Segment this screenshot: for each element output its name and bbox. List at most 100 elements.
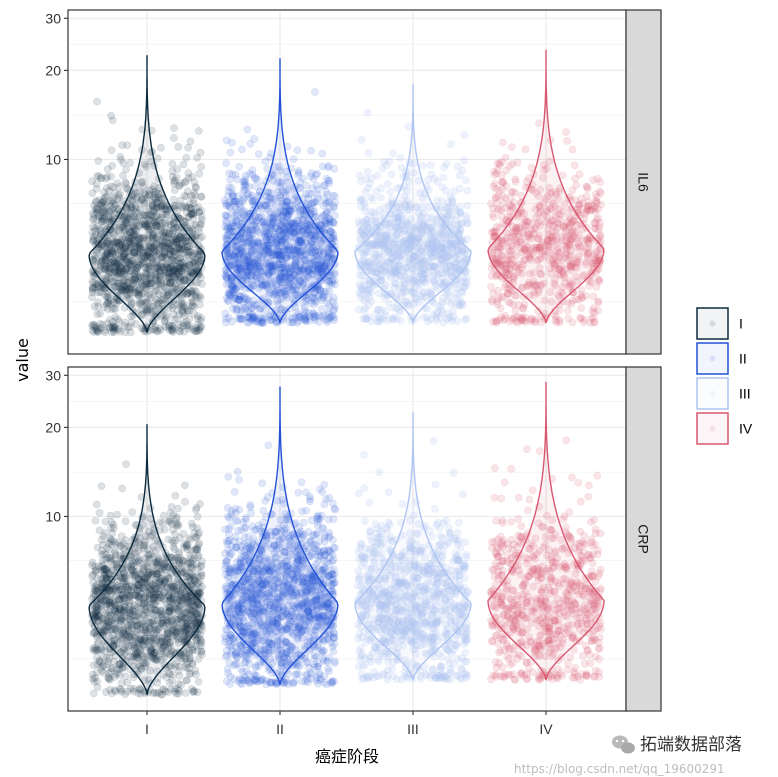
data-point — [122, 165, 130, 174]
data-point — [157, 253, 166, 262]
data-point — [94, 157, 103, 165]
data-point — [92, 325, 100, 334]
data-point — [499, 138, 507, 147]
data-point — [167, 241, 176, 250]
data-point — [168, 167, 177, 175]
data-point — [179, 321, 188, 330]
data-point — [146, 243, 155, 251]
data-point — [91, 224, 99, 232]
data-point — [118, 484, 126, 493]
data-point — [195, 234, 204, 243]
data-point — [256, 313, 265, 322]
data-point — [386, 187, 395, 196]
data-point — [100, 214, 109, 222]
data-point — [120, 250, 129, 259]
data-point — [325, 314, 333, 322]
data-point — [165, 239, 173, 248]
data-point — [127, 318, 136, 327]
data-point — [354, 217, 363, 226]
data-point — [157, 194, 166, 203]
data-point — [88, 189, 97, 198]
data-point — [370, 208, 378, 217]
data-point — [243, 125, 252, 134]
data-point — [576, 313, 585, 322]
data-point — [130, 212, 139, 221]
data-point — [293, 318, 302, 327]
data-point — [130, 276, 139, 284]
data-point — [98, 214, 106, 223]
data-point — [153, 154, 162, 163]
data-point — [508, 205, 517, 213]
data-point — [168, 159, 177, 168]
data-point — [90, 210, 98, 219]
data-point — [577, 293, 586, 302]
data-point — [506, 299, 515, 307]
data-point — [460, 283, 468, 292]
data-point — [492, 318, 501, 327]
data-point — [124, 258, 133, 267]
data-point — [126, 267, 135, 275]
data-point — [179, 235, 188, 244]
data-point — [180, 218, 189, 226]
data-point — [225, 169, 234, 178]
data-point — [193, 293, 202, 302]
data-point — [102, 174, 110, 183]
data-point — [190, 286, 199, 295]
data-point — [90, 201, 98, 210]
data-point — [367, 174, 376, 183]
data-point — [568, 186, 577, 195]
data-point — [330, 192, 339, 200]
data-point — [170, 186, 179, 194]
data-point — [194, 203, 203, 211]
data-point — [113, 179, 122, 187]
points-I — [88, 97, 206, 337]
facet-strip-label: IL6 — [636, 172, 652, 192]
data-point — [111, 323, 119, 332]
data-point — [490, 179, 499, 188]
data-point — [110, 265, 119, 274]
data-point — [307, 169, 316, 177]
data-point — [231, 170, 240, 179]
data-point — [167, 502, 176, 511]
data-point — [575, 170, 584, 179]
data-point — [177, 298, 186, 307]
data-point — [301, 308, 310, 317]
data-point — [356, 235, 364, 244]
data-point — [319, 201, 328, 210]
data-point — [177, 282, 186, 291]
data-point — [461, 315, 470, 324]
data-point — [501, 311, 510, 320]
data-point — [141, 280, 149, 289]
data-point — [181, 177, 190, 185]
data-point — [89, 232, 98, 241]
data-point — [367, 288, 376, 297]
data-point — [145, 242, 154, 251]
data-point — [169, 134, 178, 142]
data-point — [182, 237, 190, 245]
data-point — [521, 145, 530, 154]
data-point — [99, 210, 107, 218]
data-point — [126, 328, 135, 337]
data-point — [498, 178, 507, 187]
data-point — [107, 146, 116, 155]
data-point — [589, 304, 598, 313]
data-point — [535, 119, 543, 128]
data-point — [192, 327, 201, 335]
data-point — [163, 260, 171, 269]
data-point — [590, 218, 599, 227]
data-point — [143, 285, 151, 294]
data-point — [124, 215, 133, 224]
data-point — [192, 324, 200, 333]
data-point — [390, 313, 398, 321]
data-point — [169, 195, 178, 204]
data-point — [570, 161, 579, 170]
data-point — [487, 199, 495, 208]
data-point — [460, 156, 468, 165]
data-point — [518, 316, 527, 325]
data-point — [126, 159, 135, 167]
data-point — [232, 304, 241, 313]
data-point — [109, 257, 118, 266]
data-point — [511, 177, 520, 186]
data-point — [170, 124, 178, 133]
